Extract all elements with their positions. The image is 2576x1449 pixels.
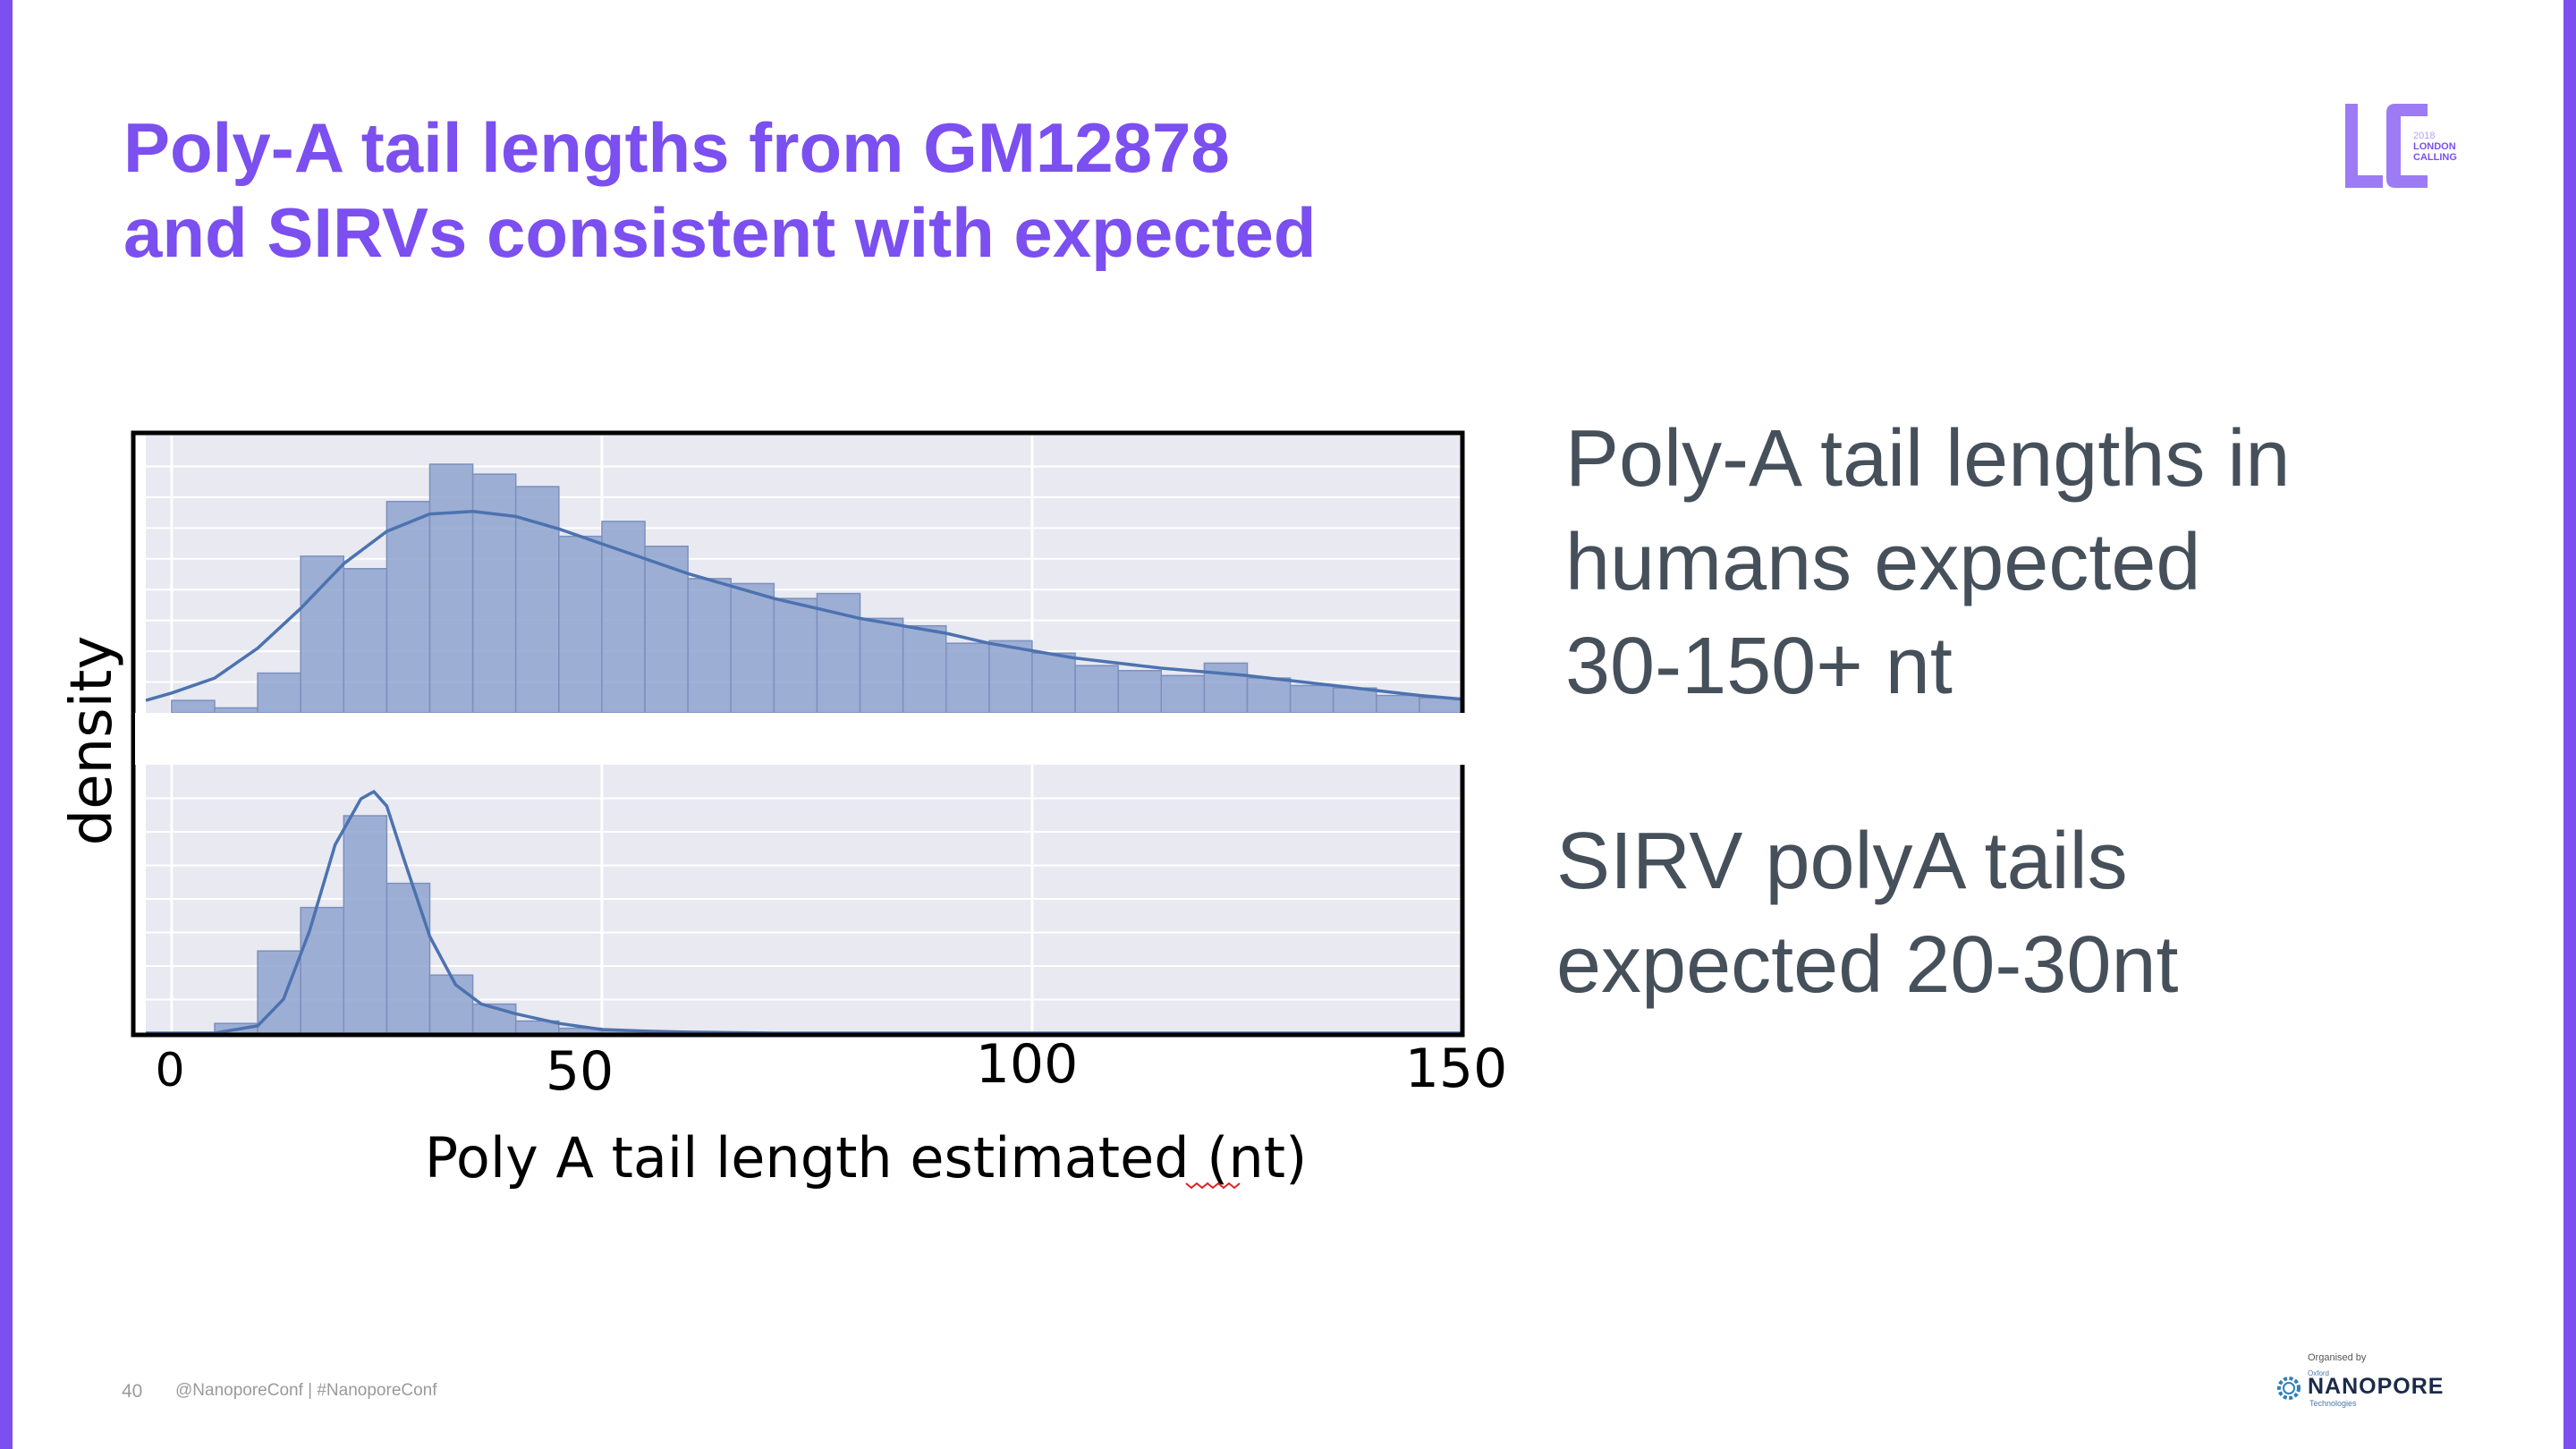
- gm12878-bar: [1203, 662, 1249, 714]
- gm12878-bar: [859, 617, 904, 714]
- x-tick-label: 150: [1405, 1038, 1508, 1100]
- y-axis-label: density: [59, 636, 125, 846]
- gm12878-bar: [514, 486, 560, 714]
- gm12878-bar: [687, 578, 732, 714]
- gm12878-bar: [730, 582, 775, 714]
- gm12878-bar: [300, 555, 345, 714]
- bullet-1-line-3: 30-150+ nt: [1565, 622, 1953, 711]
- gm12878-bar: [1160, 674, 1206, 714]
- gm12878-panel: [145, 436, 1464, 714]
- gm12878-bar: [471, 473, 517, 714]
- sirv-panel: [146, 765, 1464, 1035]
- logo-caption: 2018 LONDON CALLING: [2413, 131, 2457, 163]
- page-number: 40: [122, 1381, 143, 1402]
- gm12878-bar: [1074, 665, 1119, 714]
- gm12878-bar: [386, 500, 431, 714]
- gm12878-bar: [1332, 687, 1377, 714]
- gm12878-bar: [1117, 669, 1163, 714]
- bullet-2-line-2: expected 20-30nt: [1556, 920, 2179, 1010]
- organiser-sub: Technologies: [2309, 1399, 2357, 1408]
- london-calling-logo: [2345, 104, 2428, 188]
- footer-handle: @NanoporeConf | #NanoporeConf: [175, 1381, 437, 1400]
- gm12878-bar: [644, 545, 689, 714]
- sirv-bar: [386, 882, 431, 1034]
- gm12878-bar: [343, 568, 388, 714]
- logo-line-1: LONDON: [2413, 141, 2456, 152]
- spellcheck-underline: [1185, 1182, 1241, 1190]
- gm12878-bar: [902, 624, 947, 714]
- nanopore-gear-icon: [2277, 1377, 2301, 1400]
- sirv-bar: [300, 906, 345, 1034]
- gm12878-bar: [1246, 677, 1292, 714]
- x-tick-label: 50: [546, 1040, 614, 1103]
- gm12878-bar: [1031, 652, 1076, 714]
- gm12878-bar: [558, 535, 603, 714]
- right-accent-bar: [2563, 0, 2576, 1449]
- bullet-1-line-2: humans expected: [1565, 518, 2201, 607]
- gm12878-bar: [988, 640, 1033, 714]
- sirv-kde-line: [146, 790, 1462, 1035]
- logo-line-2: CALLING: [2413, 152, 2457, 163]
- gm12878-bar: [1289, 684, 1335, 714]
- slide-title-line-2: and SIRVs consistent with expected: [123, 193, 1317, 272]
- bullet-1-line-1: Poly-A tail lengths in: [1565, 414, 2291, 504]
- gm12878-bar: [171, 699, 216, 714]
- gm12878-bar: [773, 597, 818, 714]
- slide-title-line-1: Poly-A tail lengths from GM12878: [123, 108, 1230, 187]
- logo-year: 2018: [2413, 131, 2436, 141]
- slide-title: Poly-A tail lengths from GM12878 and SIR…: [123, 106, 1644, 275]
- gm12878-bar: [601, 521, 646, 714]
- gm12878-kde-line: [145, 510, 1463, 702]
- gm12878-bar: [214, 707, 258, 714]
- sirv-bar: [428, 974, 474, 1034]
- panel-gap: [135, 713, 1466, 765]
- x-tick-label: 0: [155, 1044, 184, 1097]
- bullet-human-expected: Poly-A tail lengths in humans expected 3…: [1565, 407, 2290, 718]
- x-axis-label: Poly A tail length estimated (nt): [425, 1125, 1308, 1191]
- x-tick-label: 100: [976, 1033, 1079, 1096]
- x-tick-labels: 0 50 100 150: [155, 1033, 1507, 1103]
- organiser-oxford: Oxford: [2308, 1369, 2330, 1377]
- bullet-sirv-expected: SIRV polyA tails expected 20-30nt: [1556, 809, 2179, 1017]
- left-accent-bar: [0, 0, 13, 1449]
- gm12878-bar: [945, 642, 990, 714]
- sirv-bar: [343, 815, 388, 1034]
- gm12878-bar: [428, 463, 474, 714]
- gm12878-bar: [257, 672, 301, 714]
- organiser-name: NANOPORE: [2308, 1374, 2445, 1399]
- organised-by-label: Organised by: [2308, 1352, 2367, 1363]
- bullet-2-line-1: SIRV polyA tails: [1556, 817, 2128, 906]
- gm12878-bar: [1376, 694, 1420, 714]
